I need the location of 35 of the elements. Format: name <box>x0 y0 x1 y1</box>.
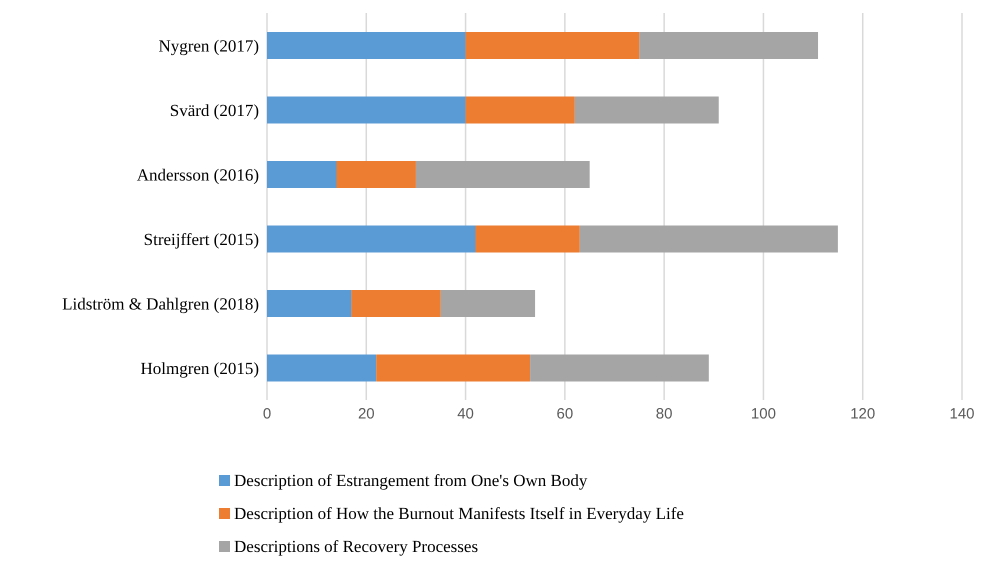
bar <box>440 290 536 317</box>
bar <box>466 96 575 124</box>
y-tick-label: Holmgren (2015) <box>140 358 259 378</box>
bar <box>476 226 580 252</box>
bar <box>267 226 476 252</box>
y-tick-label: Lidström & Dahlgren (2018) <box>62 294 259 314</box>
x-tick-label: 140 <box>949 406 975 423</box>
legend-label: Descriptions of Recovery Processes <box>234 537 478 556</box>
bar <box>351 290 441 317</box>
bar <box>336 161 416 188</box>
x-tick-label: 80 <box>656 406 672 423</box>
bar <box>574 96 719 124</box>
y-tick-label: Nygren (2017) <box>158 36 259 56</box>
bar <box>267 161 336 188</box>
bar <box>639 32 818 59</box>
bar <box>267 96 466 124</box>
x-tick-label: 40 <box>457 406 474 423</box>
y-tick-label: Andersson (2016) <box>136 165 259 184</box>
bar <box>530 354 709 382</box>
bar <box>267 354 376 382</box>
x-tick-label: 60 <box>556 406 574 423</box>
bar <box>267 32 466 59</box>
legend-label: Description of Estrangement from One's Own Body <box>234 471 588 490</box>
bar <box>416 161 590 188</box>
bar <box>267 290 352 317</box>
bar <box>466 32 640 59</box>
bar <box>580 226 838 252</box>
x-tick-label: 20 <box>358 406 375 423</box>
y-tick-label: Svärd (2017) <box>170 100 259 120</box>
x-tick-label: 120 <box>850 406 876 423</box>
x-tick-label: 100 <box>750 406 776 423</box>
bar <box>376 354 530 382</box>
x-tick-label: 0 <box>262 406 272 423</box>
legend-label: Description of How the Burnout Manifests Itself in Everyday Life <box>234 504 684 523</box>
y-tick-label: Streijffert (2015) <box>144 230 259 249</box>
